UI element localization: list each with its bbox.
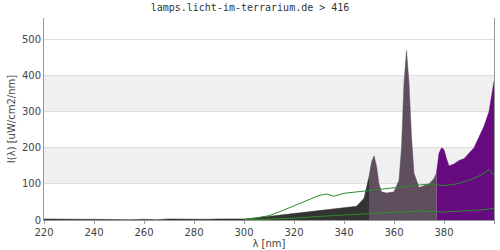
svg-text:360: 360 <box>384 227 403 238</box>
svg-text:lamps.licht-im-terrarium.de >: lamps.licht-im-terrarium.de > 416 <box>151 2 350 13</box>
svg-text:240: 240 <box>84 227 103 238</box>
svg-text:400: 400 <box>22 70 41 81</box>
svg-text:280: 280 <box>184 227 203 238</box>
svg-text:340: 340 <box>334 227 353 238</box>
svg-text:100: 100 <box>22 178 41 189</box>
svg-text:220: 220 <box>34 227 53 238</box>
svg-text:I(λ) [uW/cm2/nm]: I(λ) [uW/cm2/nm] <box>6 75 17 163</box>
svg-text:200: 200 <box>22 142 41 153</box>
svg-text:260: 260 <box>134 227 153 238</box>
svg-text:380: 380 <box>434 227 453 238</box>
svg-text:0: 0 <box>35 215 41 226</box>
svg-text:λ [nm]: λ [nm] <box>253 238 286 249</box>
svg-text:500: 500 <box>22 34 41 45</box>
svg-text:300: 300 <box>22 106 41 117</box>
svg-text:300: 300 <box>234 227 253 238</box>
svg-text:320: 320 <box>284 227 303 238</box>
